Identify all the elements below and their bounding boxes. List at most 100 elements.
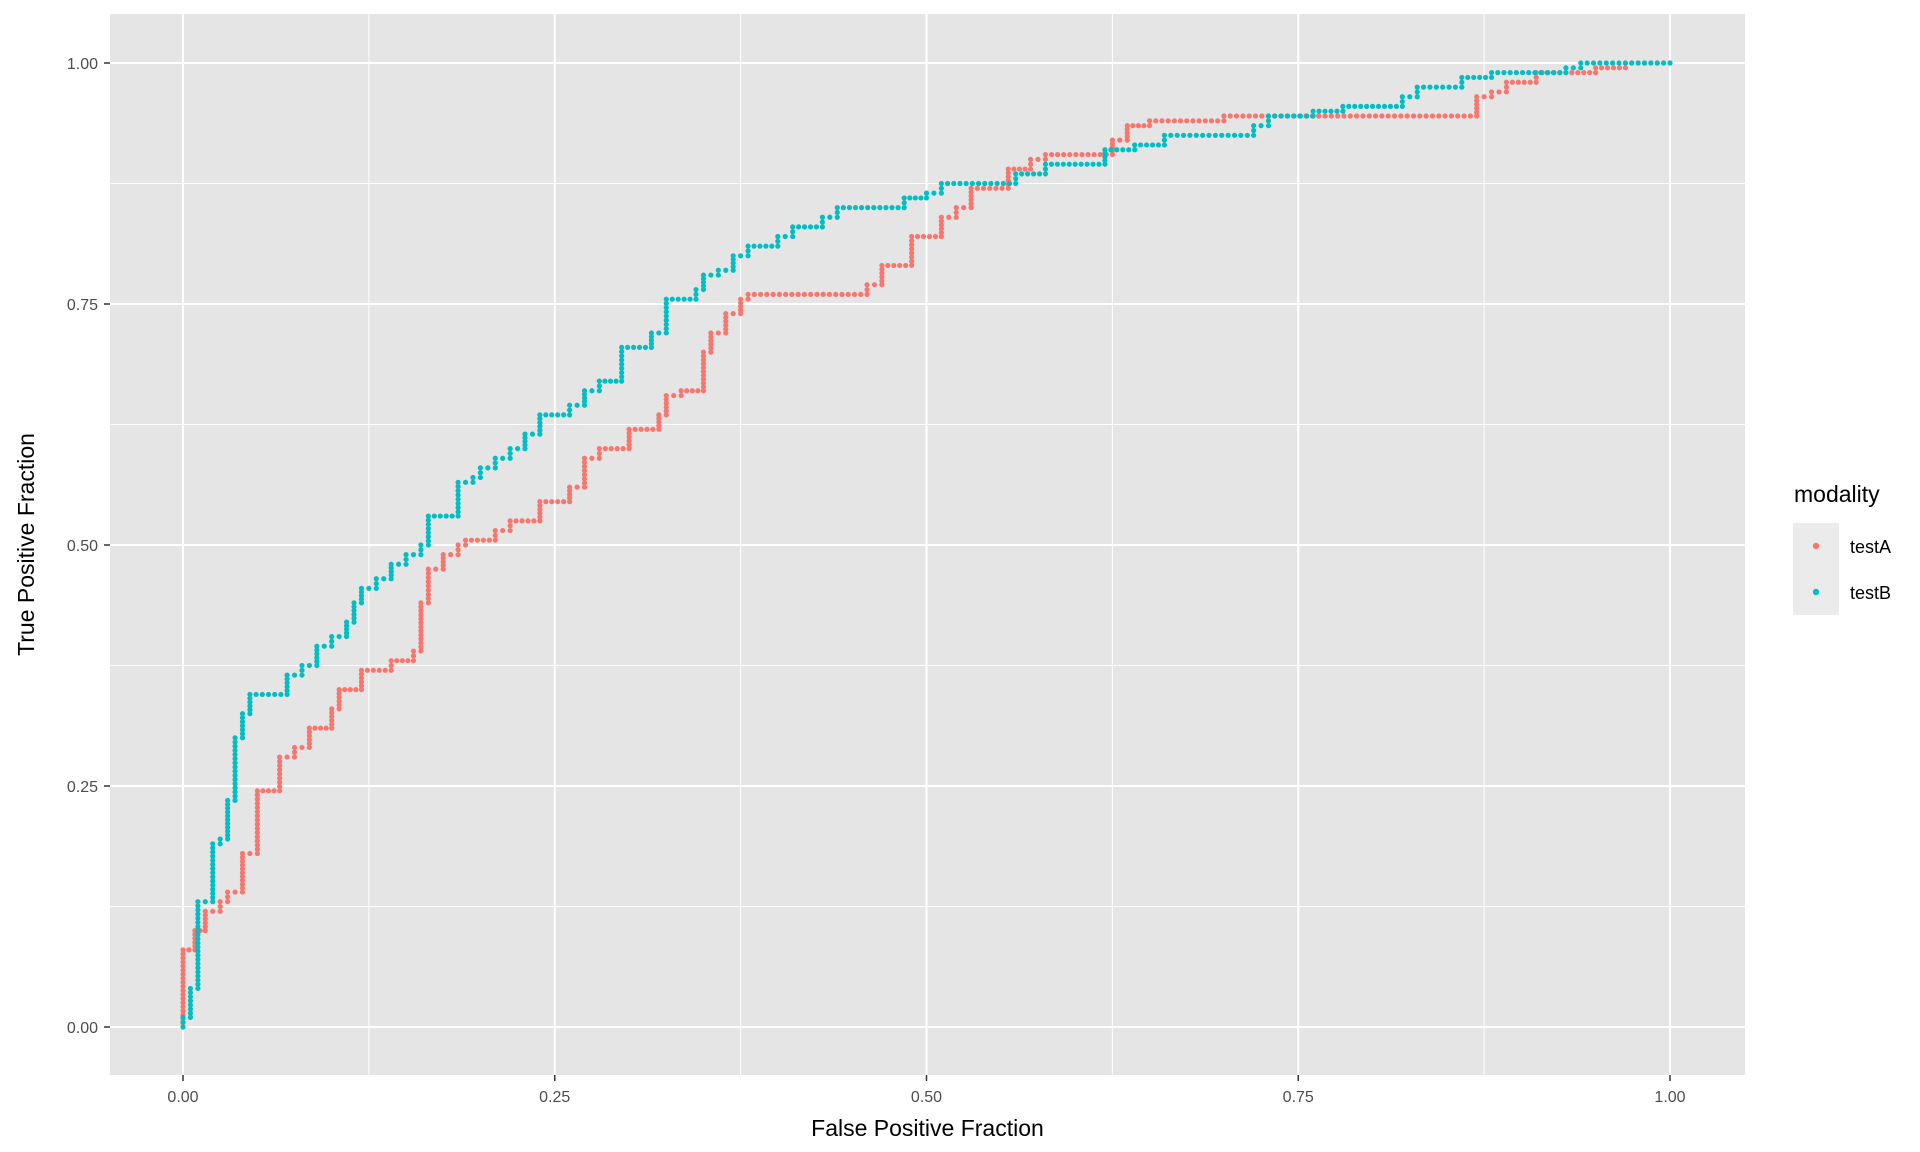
data-point	[239, 715, 246, 721]
data-point	[277, 758, 283, 764]
data-point	[1084, 161, 1090, 167]
data-point	[180, 1024, 186, 1030]
data-point	[775, 243, 781, 249]
data-point	[314, 662, 320, 669]
data-point	[277, 762, 283, 769]
data-point	[418, 616, 424, 622]
data-point	[656, 423, 662, 429]
data-point	[648, 344, 655, 350]
data-point	[953, 209, 959, 216]
data-point	[187, 1010, 194, 1016]
data-point	[232, 793, 238, 799]
data-point	[232, 743, 238, 749]
data-point	[187, 1002, 194, 1008]
data-point	[1455, 113, 1461, 119]
data-point	[693, 286, 699, 293]
data-point	[537, 423, 543, 430]
data-point	[663, 412, 669, 418]
data-point	[1011, 166, 1017, 172]
data-point	[522, 431, 528, 437]
data-point	[1474, 113, 1480, 119]
data-point	[1061, 151, 1067, 158]
y-tick-label: 0.00	[67, 1020, 98, 1037]
data-point	[723, 318, 729, 324]
data-point	[1215, 118, 1221, 124]
data-point	[1375, 103, 1382, 109]
data-point	[1654, 60, 1660, 66]
data-point	[974, 185, 980, 191]
data-point	[581, 395, 588, 401]
data-point	[1622, 60, 1628, 66]
data-point	[865, 205, 871, 211]
data-point	[1593, 70, 1599, 76]
data-point	[644, 426, 650, 432]
data-point	[1358, 103, 1364, 109]
x-tick-label: 0.00	[167, 1089, 198, 1106]
data-point	[329, 721, 335, 727]
data-point	[871, 205, 877, 211]
data-point	[864, 286, 870, 293]
data-point	[1013, 176, 1019, 182]
data-point	[232, 760, 238, 766]
data-point	[1177, 118, 1184, 124]
data-point	[1171, 118, 1177, 124]
data-point	[1474, 101, 1480, 108]
data-point	[1285, 113, 1291, 119]
data-point	[1168, 132, 1174, 138]
data-point	[254, 842, 260, 848]
data-point	[1667, 60, 1673, 66]
data-point	[373, 576, 379, 582]
data-point	[210, 899, 216, 905]
data-point	[329, 633, 335, 640]
data-point	[1459, 84, 1465, 90]
data-point	[537, 416, 543, 422]
data-point	[1251, 127, 1257, 134]
data-point	[700, 368, 707, 375]
data-point	[619, 344, 625, 350]
data-point	[801, 291, 808, 297]
data-point	[180, 975, 186, 981]
data-point	[225, 836, 231, 842]
data-point	[329, 706, 335, 712]
data-point	[903, 262, 909, 269]
data-point	[968, 185, 974, 191]
data-point	[254, 825, 260, 832]
data-point	[455, 547, 461, 553]
x-axis-title: False Positive Fraction	[811, 1115, 1044, 1141]
data-point	[1124, 123, 1130, 129]
data-point	[695, 388, 701, 394]
data-point	[1414, 84, 1420, 90]
data-point	[1265, 113, 1272, 119]
data-point	[1629, 60, 1635, 66]
data-point	[782, 233, 788, 240]
data-point	[507, 518, 513, 524]
data-point	[975, 180, 982, 187]
data-point	[180, 971, 186, 977]
data-point	[306, 725, 312, 731]
data-point	[1027, 166, 1034, 172]
data-point	[373, 580, 379, 587]
data-point	[775, 238, 781, 244]
data-point	[1501, 70, 1507, 76]
data-point	[912, 195, 918, 201]
data-point	[202, 912, 208, 918]
data-point	[790, 233, 796, 240]
data-point	[347, 687, 353, 693]
data-point	[656, 426, 662, 432]
data-point	[232, 768, 238, 774]
data-point	[1005, 170, 1011, 176]
data-point	[265, 788, 272, 794]
data-point	[1120, 147, 1126, 153]
data-point	[1143, 142, 1150, 148]
data-point	[1370, 103, 1376, 109]
data-point	[1187, 132, 1193, 138]
data-point	[1146, 123, 1153, 129]
data-point	[1340, 108, 1346, 114]
data-point	[969, 180, 975, 187]
data-point	[410, 648, 417, 654]
data-point	[745, 291, 751, 297]
data-point	[388, 658, 394, 664]
data-point	[239, 727, 246, 733]
data-point	[968, 193, 974, 199]
data-point	[522, 442, 528, 448]
